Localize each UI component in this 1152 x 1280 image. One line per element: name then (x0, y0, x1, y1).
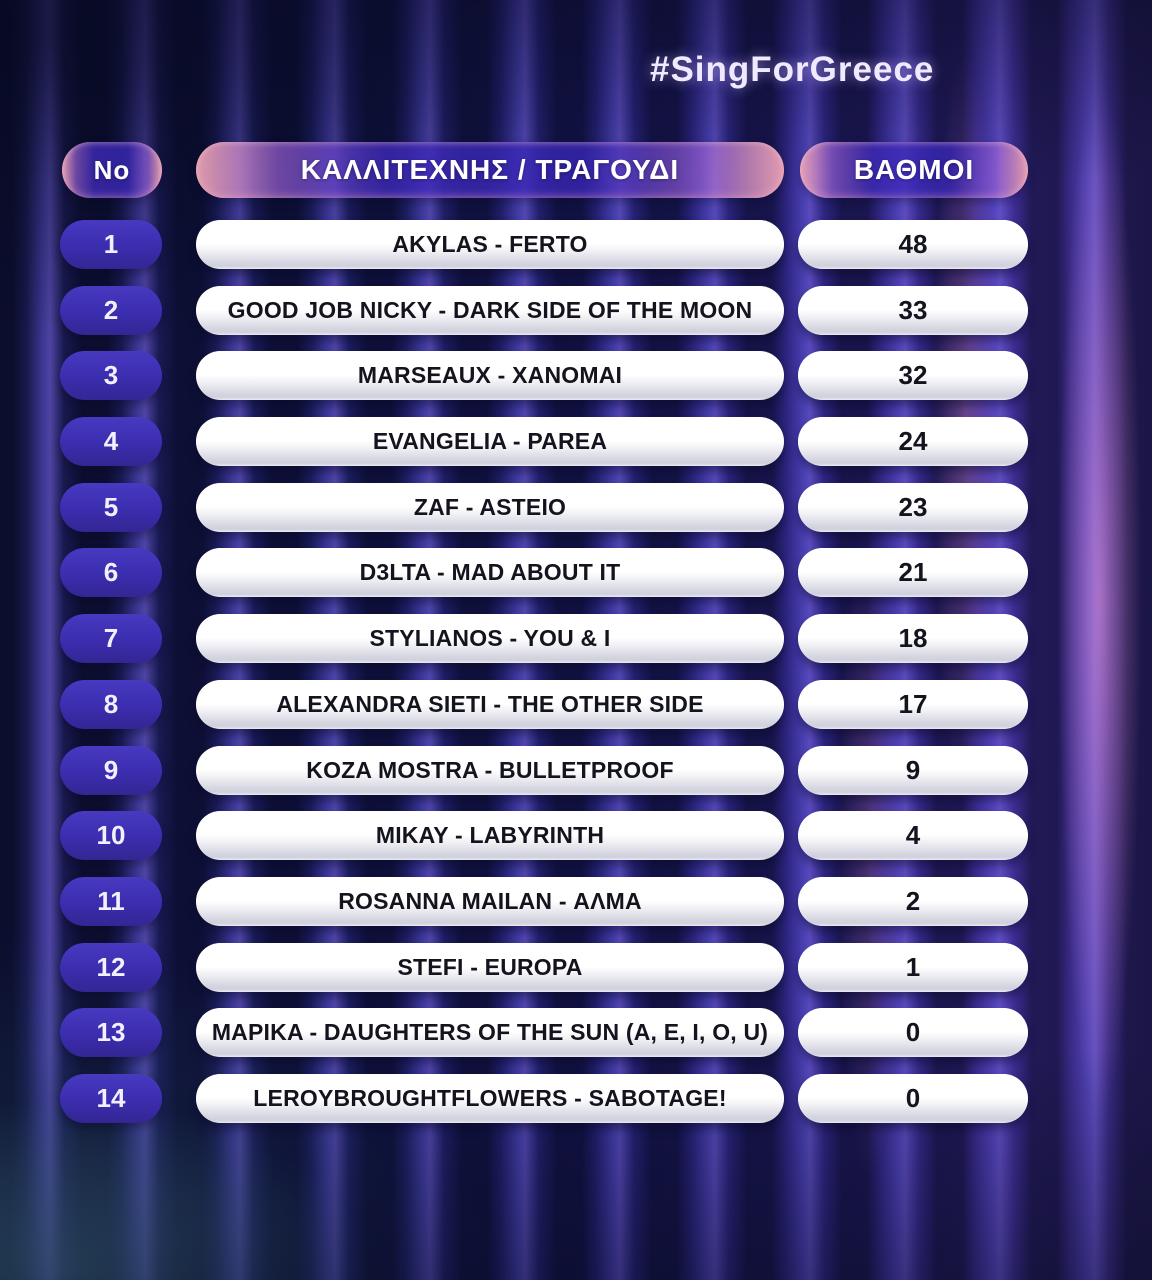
entry-pill: LEROYBROUGHTFLOWERS - SABOTAGE! (196, 1073, 784, 1123)
entry-pill: D3LTA - MAD ABOUT IT (196, 548, 784, 598)
table-row: 2 GOOD JOB NICKY - DARK SIDE OF THE MOON… (0, 285, 1152, 335)
hashtag-title: #SingForGreece (650, 50, 935, 89)
points-pill: 32 (798, 351, 1028, 401)
rank-badge: 1 (60, 220, 162, 269)
entry-pill: ALEXANDRA SIETI - THE OTHER SIDE (196, 679, 784, 729)
points-pill: 9 (798, 745, 1028, 795)
entry-pill: STEFI - EUROPA (196, 942, 784, 992)
table-row: 7 STYLIANOS - YOU & I 18 (0, 614, 1152, 664)
rank-badge: 6 (60, 548, 162, 598)
rank-badge: 10 (60, 811, 162, 861)
table-row: 13 MAPIKA - DAUGHTERS OF THE SUN (A, E, … (0, 1008, 1152, 1058)
table-row: 14 LEROYBROUGHTFLOWERS - SABOTAGE! 0 (0, 1073, 1152, 1123)
points-pill: 23 (798, 482, 1028, 532)
rank-badge: 7 (60, 614, 162, 664)
rank-badge: 8 (60, 679, 162, 729)
table-row: 6 D3LTA - MAD ABOUT IT 21 (0, 548, 1152, 598)
header-no: No (62, 142, 162, 198)
entry-pill: GOOD JOB NICKY - DARK SIDE OF THE MOON (196, 285, 784, 335)
table-row: 4 EVANGELIA - PAREA 24 (0, 417, 1152, 467)
points-pill: 24 (798, 417, 1028, 467)
table-row: 5 ZAF - ASTEIO 23 (0, 482, 1152, 532)
rank-badge: 5 (60, 482, 162, 532)
table-header: No ΚΑΛΛΙΤΕΧΝΗΣ / ΤΡΑΓΟΥΔΙ ΒΑΘΜΟΙ (0, 142, 1152, 198)
rank-badge: 13 (60, 1008, 162, 1058)
points-pill: 2 (798, 876, 1028, 926)
rank-badge: 11 (60, 876, 162, 926)
results-list: 1 AKYLAS - FERTO 48 2 GOOD JOB NICKY - D… (0, 220, 1152, 1140)
entry-pill: ROSANNA MAILAN - ΑΛΜΑ (196, 876, 784, 926)
points-pill: 33 (798, 285, 1028, 335)
table-row: 9 KOZA MOSTRA - BULLETPROOF 9 (0, 745, 1152, 795)
entry-pill: STYLIANOS - YOU & I (196, 614, 784, 664)
table-row: 10 MIKAY - LABYRINTH 4 (0, 811, 1152, 861)
entry-pill: EVANGELIA - PAREA (196, 417, 784, 467)
header-artist-song: ΚΑΛΛΙΤΕΧΝΗΣ / ΤΡΑΓΟΥΔΙ (196, 142, 784, 198)
points-pill: 21 (798, 548, 1028, 598)
rank-badge: 12 (60, 942, 162, 992)
entry-pill: MARSEAUX - XANOMAI (196, 351, 784, 401)
table-row: 1 AKYLAS - FERTO 48 (0, 220, 1152, 269)
table-row: 11 ROSANNA MAILAN - ΑΛΜΑ 2 (0, 876, 1152, 926)
entry-pill: MAPIKA - DAUGHTERS OF THE SUN (A, E, I, … (196, 1008, 784, 1058)
points-pill: 0 (798, 1008, 1028, 1058)
points-pill: 18 (798, 614, 1028, 664)
rank-badge: 14 (60, 1073, 162, 1123)
points-pill: 0 (798, 1073, 1028, 1123)
points-pill: 48 (798, 220, 1028, 269)
entry-pill: KOZA MOSTRA - BULLETPROOF (196, 745, 784, 795)
points-pill: 1 (798, 942, 1028, 992)
table-row: 12 STEFI - EUROPA 1 (0, 942, 1152, 992)
table-row: 3 MARSEAUX - XANOMAI 32 (0, 351, 1152, 401)
rank-badge: 4 (60, 417, 162, 467)
points-pill: 4 (798, 811, 1028, 861)
rank-badge: 2 (60, 285, 162, 335)
rank-badge: 9 (60, 745, 162, 795)
table-row: 8 ALEXANDRA SIETI - THE OTHER SIDE 17 (0, 679, 1152, 729)
entry-pill: MIKAY - LABYRINTH (196, 811, 784, 861)
entry-pill: AKYLAS - FERTO (196, 220, 784, 269)
rank-badge: 3 (60, 351, 162, 401)
entry-pill: ZAF - ASTEIO (196, 482, 784, 532)
header-points: ΒΑΘΜΟΙ (800, 142, 1028, 198)
points-pill: 17 (798, 679, 1028, 729)
